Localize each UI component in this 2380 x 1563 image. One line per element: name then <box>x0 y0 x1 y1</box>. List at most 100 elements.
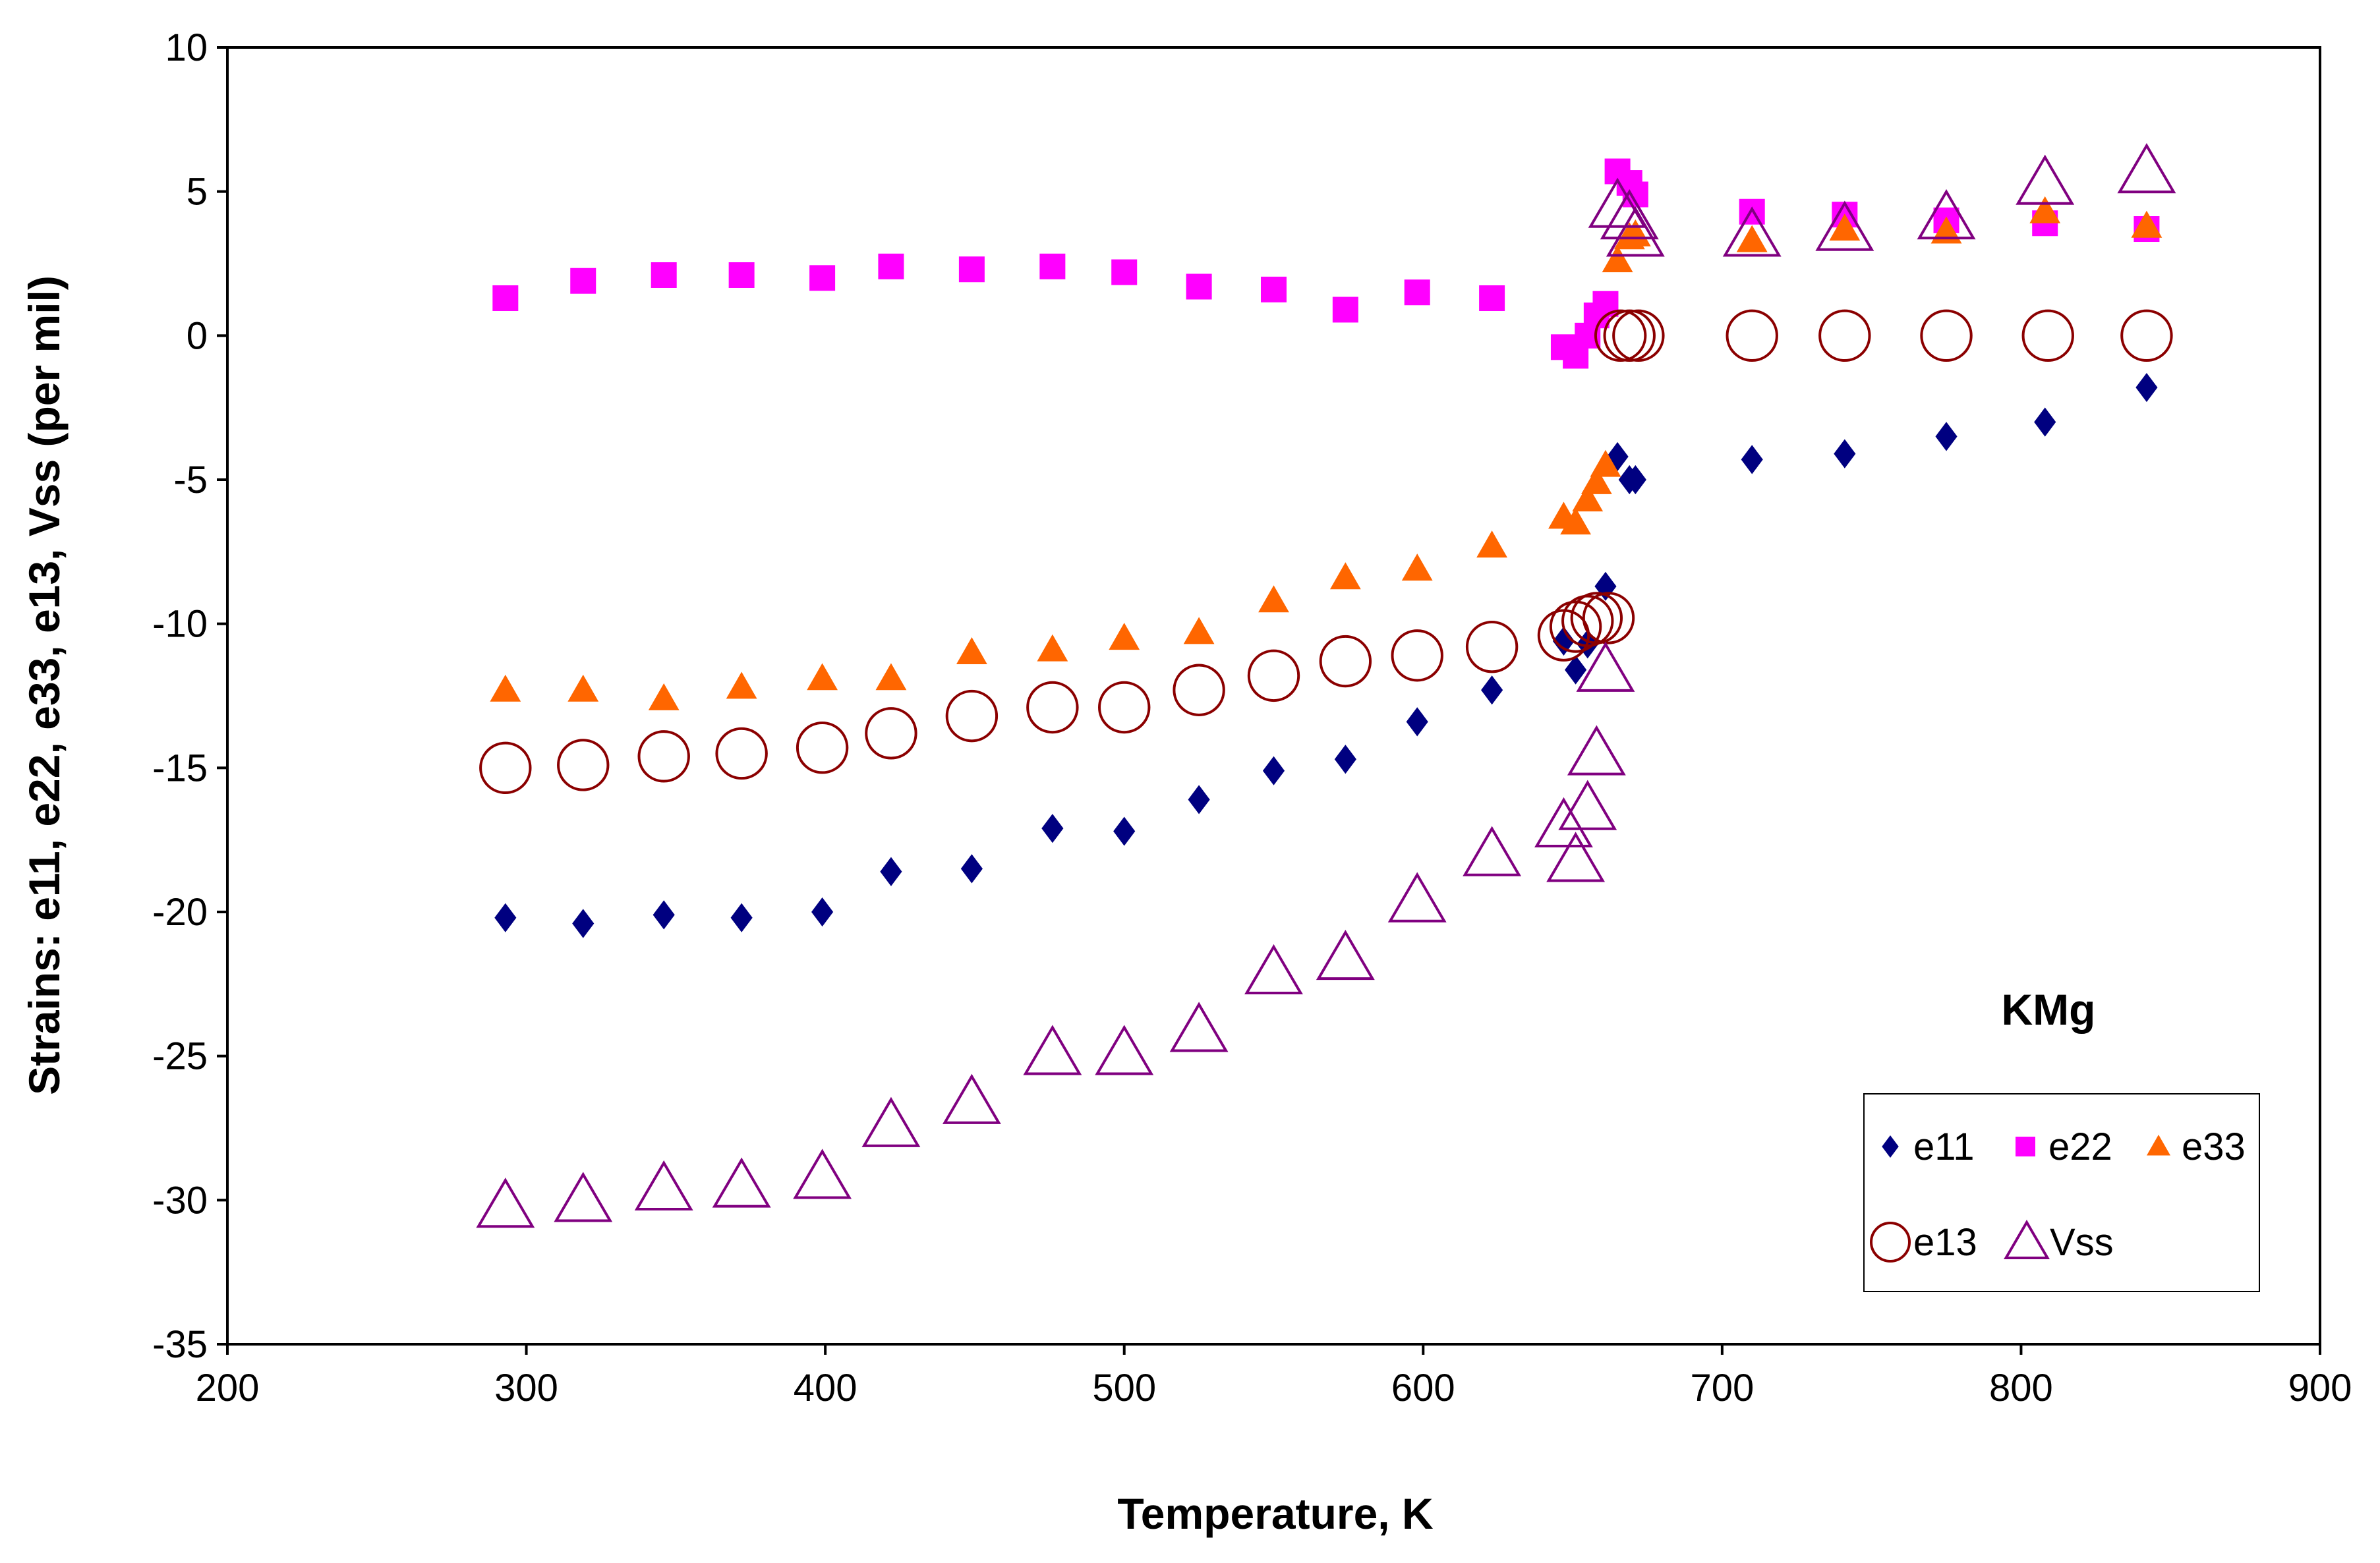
data-point-e13 <box>865 707 917 760</box>
legend-marker-e11 <box>1882 1135 1899 1158</box>
data-point-e11 <box>1262 756 1285 785</box>
data-point-e11 <box>2135 372 2158 403</box>
data-point-vss <box>1917 189 1976 240</box>
data-point-e13 <box>1818 309 1871 362</box>
data-point-vss <box>1558 780 1617 830</box>
legend-label-e33: e33 <box>2182 1125 2246 1168</box>
y-axis-title: Strains: e11, e22, e33, e13, Vss (per mi… <box>20 275 69 1095</box>
data-point-e13 <box>1549 600 1602 653</box>
data-point-e33 <box>1476 530 1508 558</box>
data-point-e11 <box>2034 407 2056 437</box>
data-point-e11 <box>572 909 595 938</box>
legend-marker-e13 <box>1870 1222 1911 1263</box>
data-point-e13 <box>1603 309 1656 362</box>
data-point-e22 <box>1332 297 1358 323</box>
data-point-e13 <box>2120 309 2173 362</box>
data-point-e11 <box>1481 675 1503 705</box>
data-point-e13 <box>1319 635 1372 688</box>
data-point-vss <box>1567 725 1626 776</box>
data-point-e11 <box>1188 785 1210 814</box>
data-point-e13 <box>1391 629 1443 682</box>
legend-label-e13: e13 <box>1913 1221 1977 1264</box>
x-tick-label: 900 <box>2288 1367 2352 1409</box>
x-tick-label: 600 <box>1391 1367 1455 1409</box>
y-tick-label: -15 <box>152 747 208 789</box>
data-point-e11 <box>1041 814 1064 843</box>
legend-marker-e22 <box>2016 1137 2035 1156</box>
data-point-e13 <box>1098 681 1151 734</box>
data-point-e22 <box>1404 279 1430 306</box>
data-point-e33 <box>1560 507 1592 535</box>
chart-annotation: KMg <box>2002 985 2096 1034</box>
data-point-vss <box>942 1073 1001 1124</box>
data-point-e33 <box>648 683 680 710</box>
data-point-e33 <box>2029 196 2061 223</box>
data-point-e13 <box>1612 309 1665 362</box>
y-axis: -35 -30 -25 -20 -15 -10 -5 0 5 10 <box>152 26 227 1366</box>
data-point-e33 <box>1037 634 1068 662</box>
data-point-vss <box>1546 832 1606 882</box>
x-tick-label: 800 <box>1989 1367 2053 1409</box>
data-point-e13 <box>1920 309 1973 362</box>
data-point-e22 <box>958 256 985 283</box>
data-point-e11 <box>960 854 983 884</box>
y-tick-label: -5 <box>173 459 208 501</box>
data-point-e13 <box>479 741 532 795</box>
data-point-e22 <box>1261 276 1287 302</box>
data-point-e11 <box>1834 439 1856 469</box>
data-point-e33 <box>1736 225 1768 252</box>
data-point-e33 <box>726 671 757 699</box>
data-point-vss <box>2117 143 2176 194</box>
data-point-e33 <box>1401 554 1433 581</box>
data-point-e33 <box>1183 617 1215 644</box>
data-point-e22 <box>1479 285 1505 311</box>
data-point-e33 <box>807 663 838 691</box>
legend-marker-e33 <box>2147 1135 2170 1156</box>
data-point-e33 <box>1602 245 1633 273</box>
x-tick-label: 400 <box>794 1367 857 1409</box>
data-point-vss <box>1606 206 1665 257</box>
data-point-e11 <box>1624 465 1646 495</box>
legend: e11 e22 e33 e13 Vss <box>1863 1093 2260 1292</box>
data-point-e11 <box>1334 745 1356 774</box>
x-tick-label: 500 <box>1092 1367 1156 1409</box>
series-e13 <box>479 309 2173 795</box>
data-point-e33 <box>567 674 599 702</box>
data-point-vss <box>1815 200 1874 251</box>
data-point-vss <box>1387 872 1447 923</box>
data-point-e33 <box>1930 216 1962 244</box>
y-tick-label: -30 <box>152 1179 208 1222</box>
y-tick-label: -10 <box>152 603 208 646</box>
data-point-e13 <box>1465 620 1519 673</box>
data-point-e11 <box>1565 655 1587 685</box>
data-point-e33 <box>490 674 521 702</box>
data-point-vss <box>1588 177 1647 228</box>
y-tick-label: -20 <box>152 891 208 934</box>
data-point-vss <box>2016 154 2075 205</box>
legend-marker-vss <box>2004 1220 2050 1259</box>
y-tick-label: 0 <box>187 314 208 357</box>
data-point-e11 <box>730 903 753 932</box>
data-point-e22 <box>1111 259 1138 285</box>
data-point-e33 <box>1258 585 1289 613</box>
data-point-e11 <box>1594 571 1617 601</box>
data-point-vss <box>1095 1025 1154 1075</box>
data-point-e11 <box>1552 626 1575 656</box>
data-point-e13 <box>2021 309 2074 362</box>
data-point-e13 <box>1726 309 1778 362</box>
data-point-e13 <box>557 739 610 791</box>
data-point-e13 <box>715 727 768 780</box>
data-point-e11 <box>1406 707 1428 737</box>
data-point-vss <box>1576 641 1635 692</box>
data-point-e33 <box>1619 219 1651 246</box>
data-point-e13 <box>1594 309 1647 362</box>
y-tick-label: -25 <box>152 1035 208 1078</box>
y-tick-label: 10 <box>165 26 208 69</box>
series-e33 <box>490 196 2162 710</box>
x-tick-label: 300 <box>494 1367 558 1409</box>
data-point-e13 <box>1173 664 1225 716</box>
data-point-e33 <box>1590 449 1621 477</box>
data-point-vss <box>554 1172 613 1222</box>
x-axis: 200 300 400 500 600 700 800 900 <box>196 1344 2352 1409</box>
